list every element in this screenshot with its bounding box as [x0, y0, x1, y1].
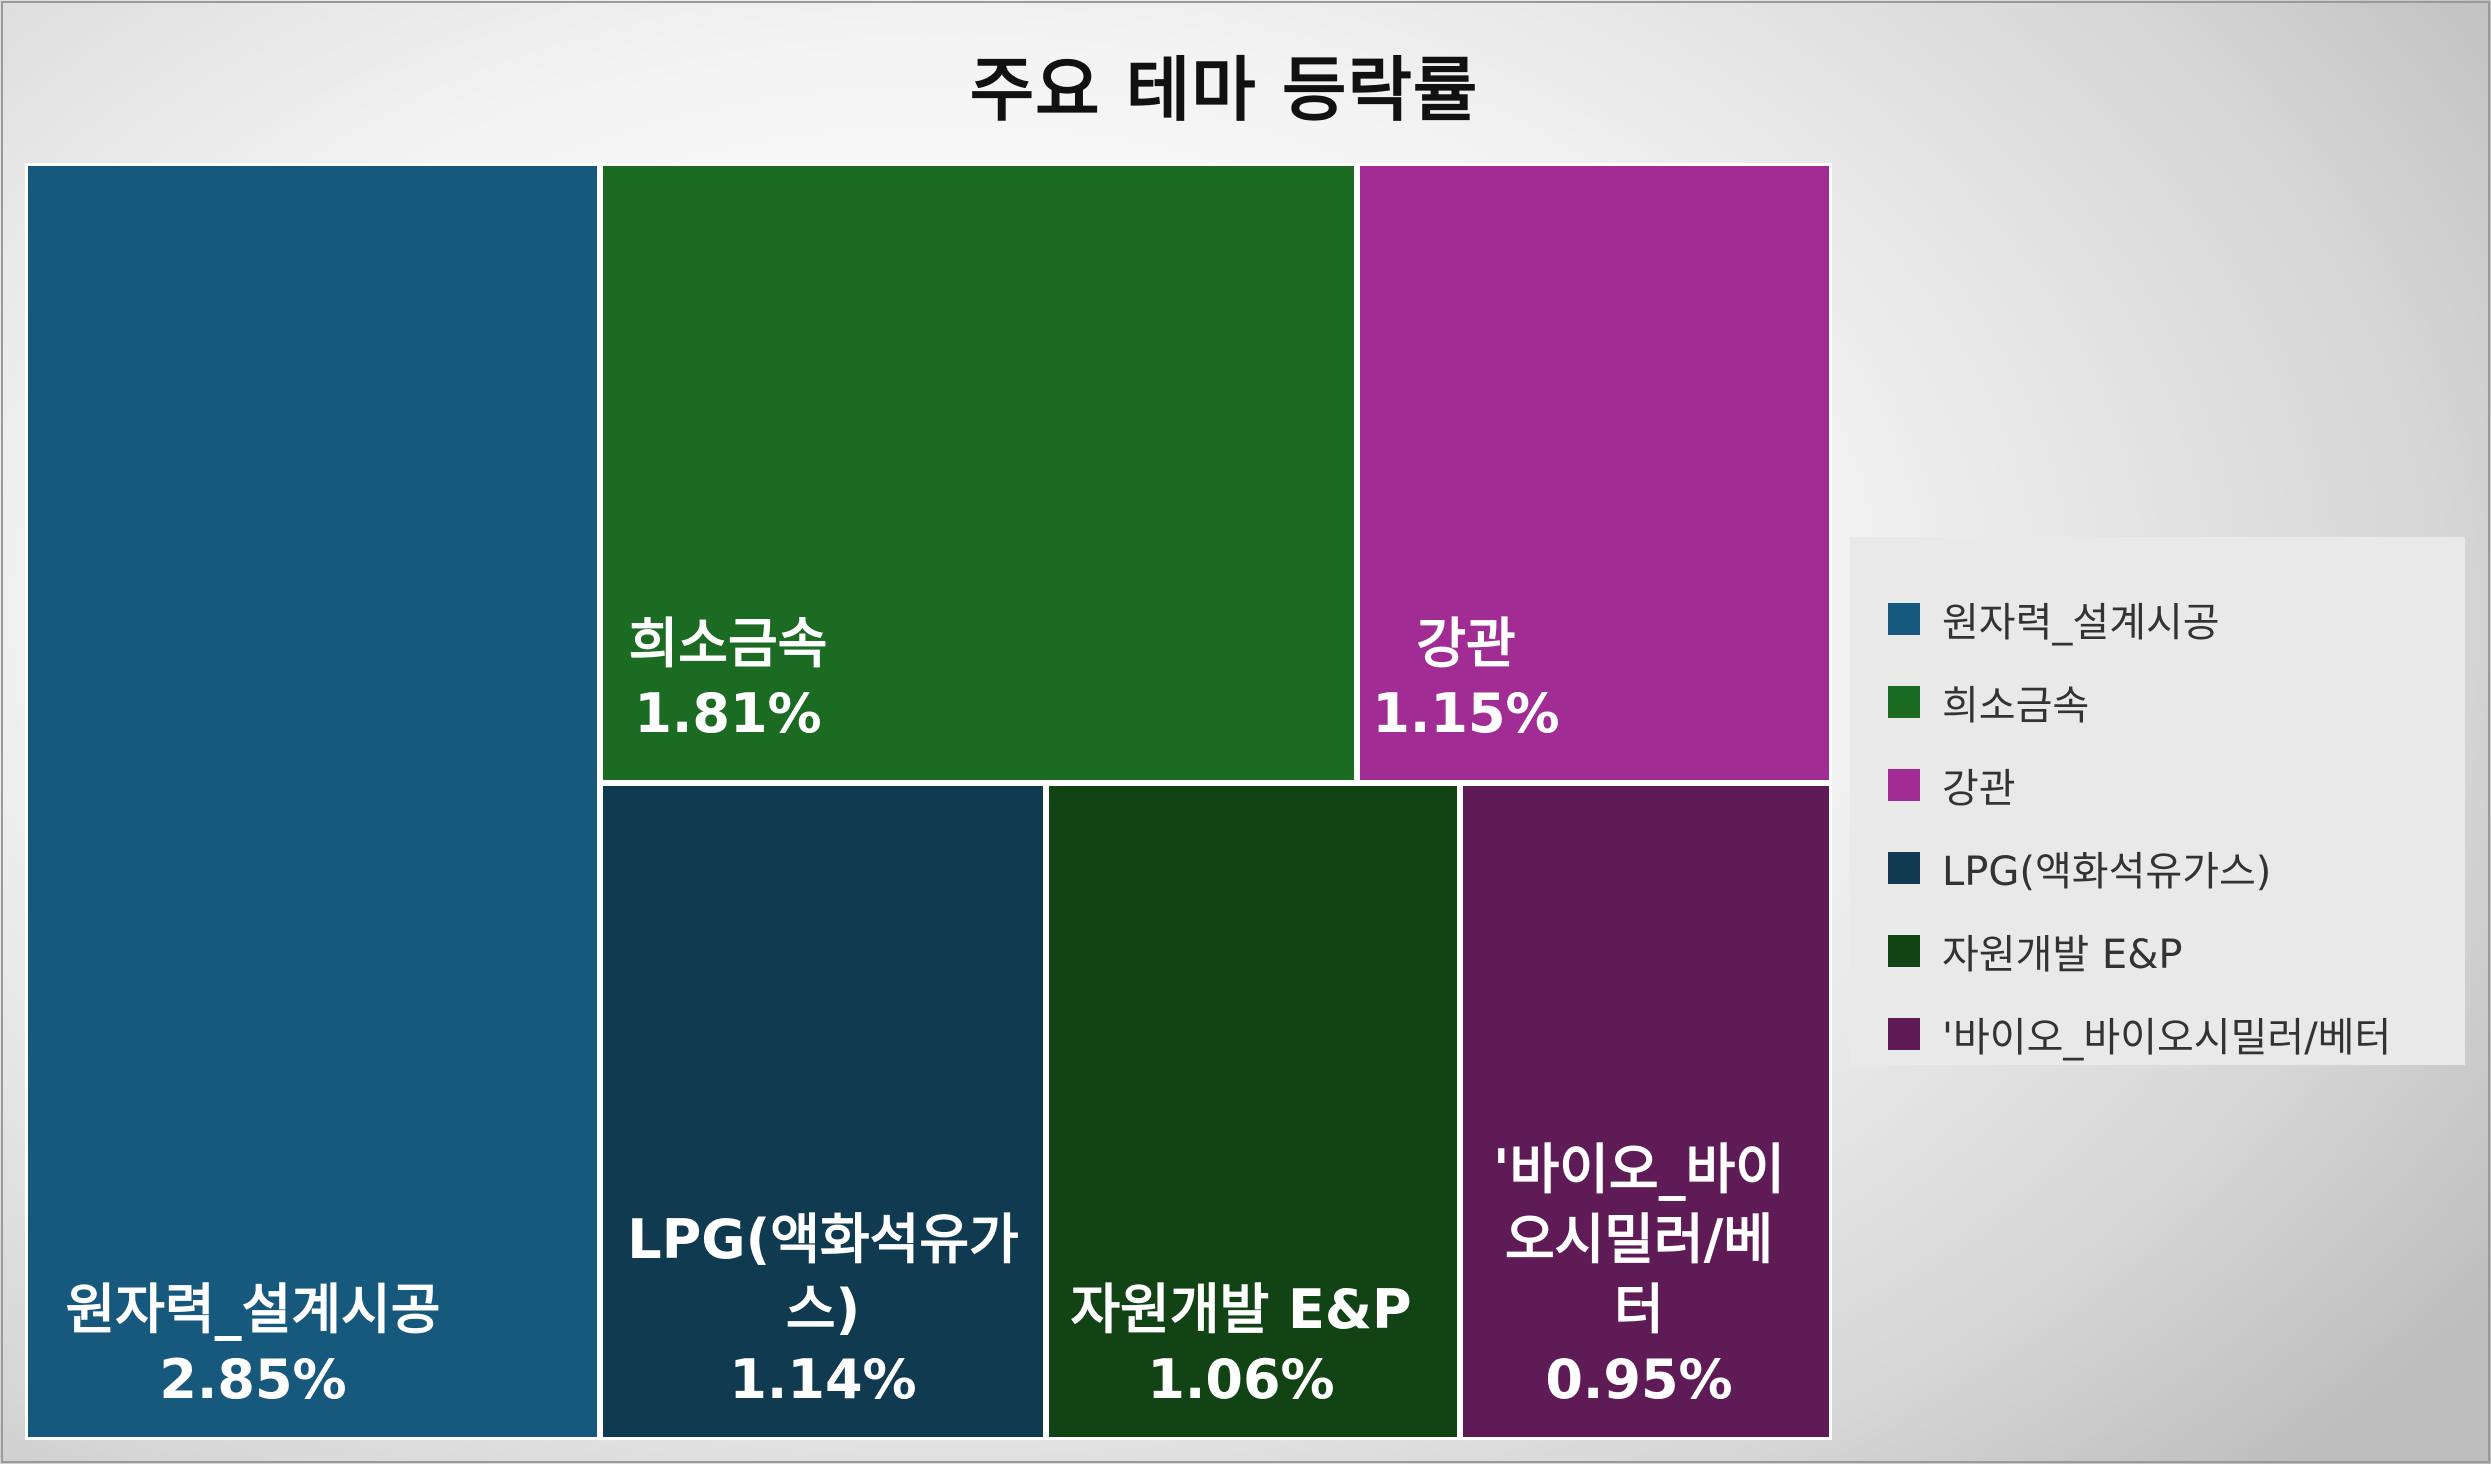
tile-label-line: 자원개발 E&P [1070, 1278, 1412, 1341]
legend-item: 자원개발 E&P [1850, 909, 2465, 992]
tile-label-line: 1.14% [729, 1348, 917, 1411]
tile-label-line: 터 [1614, 1278, 1664, 1341]
tile-label-line: 강관 [1416, 612, 1516, 675]
tile-label-line: 스) [785, 1278, 861, 1341]
treemap-tile [1357, 163, 1832, 783]
legend-swatch [1888, 602, 1920, 635]
legend-label: 자원개발 E&P [1942, 931, 2183, 978]
tile-label-line: 0.95% [1545, 1348, 1733, 1411]
legend-label: '바이오_바이오시밀러/베터 [1942, 1014, 2392, 1061]
legend-item: 강관 [1850, 743, 2465, 826]
tile-label-line: 1.81% [634, 682, 822, 745]
legend-item: LPG(액화석유가스) [1850, 826, 2465, 909]
tile-data-label: 원자력_설계시공 2.85% [0, 1275, 553, 1415]
legend-swatch [1888, 1017, 1920, 1050]
legend-label: 희소금속 [1942, 682, 2090, 729]
legend-label: 원자력_설계시공 [1942, 599, 2220, 646]
legend-swatch [1888, 934, 1920, 967]
chart-title: 주요 테마 등락률 [969, 49, 1479, 131]
tile-label-line: 원자력_설계시공 [65, 1278, 441, 1341]
legend-swatch [1888, 851, 1920, 884]
legend-label: 강관 [1942, 765, 2016, 812]
tile-label-line: 1.15% [1372, 682, 1560, 745]
tile-label-line: LPG(액화석유가 [627, 1208, 1019, 1271]
legend-item: '바이오_바이오시밀러/베터 [1850, 992, 2465, 1075]
tile-label-line: 오시밀러/베 [1504, 1208, 1774, 1271]
tile-label-line: '바이오_바이 [1493, 1138, 1785, 1201]
tile-label-line: 2.85% [159, 1348, 347, 1411]
treemap-tile [1046, 783, 1460, 1440]
treemap-tile [1460, 783, 1832, 1440]
legend-item: 원자력_설계시공 [1850, 577, 2465, 660]
treemap-tile [600, 163, 1357, 783]
legend-label: LPG(액화석유가스) [1942, 848, 2272, 895]
tile-label-line: 1.06% [1147, 1348, 1335, 1411]
legend-item: 희소금속 [1850, 660, 2465, 743]
tile-data-label: 자원개발 E&P 1.06% [941, 1275, 1541, 1415]
tile-data-label: 강관 1.15% [1166, 609, 1766, 749]
tile-data-label: 희소금속 1.81% [428, 609, 1028, 749]
treemap-tile [25, 163, 600, 1440]
treemap-tile [600, 783, 1046, 1440]
tile-label-line: 희소금속 [628, 612, 828, 675]
legend-swatch [1888, 685, 1920, 718]
legend-swatch [1888, 768, 1920, 801]
